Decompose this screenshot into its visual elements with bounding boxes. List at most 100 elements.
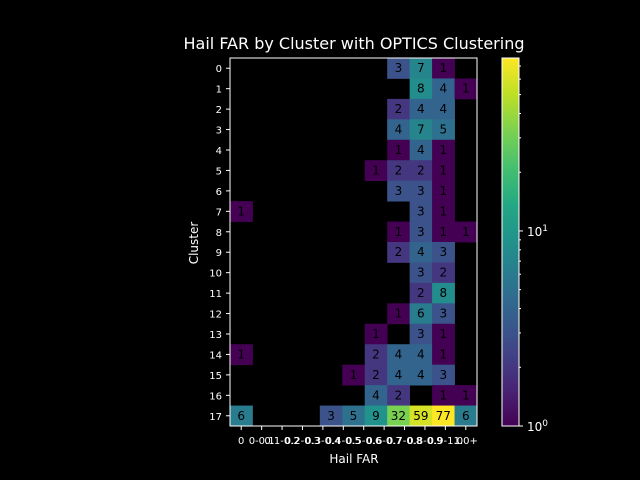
cell-value-label: 4 [417, 368, 425, 382]
heatmap-cell [454, 78, 478, 100]
x-tick-label: 0.5-0.6 [346, 436, 381, 447]
heatmap-cell [432, 262, 455, 284]
heatmap-cell [387, 364, 411, 386]
cell-value-label: 1 [439, 347, 447, 361]
cell-value-label: 4 [417, 143, 425, 157]
heatmap-cell [387, 385, 411, 406]
heatmap-cell [454, 221, 478, 243]
x-axis-title: Hail FAR [329, 452, 378, 466]
cell-value-label: 8 [439, 286, 447, 300]
heatmap-cell [432, 119, 455, 141]
colorbar-tick-label: 101 [527, 224, 548, 239]
cell-value-label: 3 [395, 184, 403, 198]
cell-value-label: 1 [462, 225, 470, 239]
heatmap-cell [432, 344, 455, 366]
heatmap-cell [387, 405, 411, 427]
cell-value-label: 1 [439, 388, 447, 402]
cell-value-label: 4 [395, 368, 403, 382]
heatmap-cell [387, 242, 411, 263]
heatmap-cell [409, 201, 433, 222]
heatmap-cell [342, 405, 366, 427]
y-tick-label: 5 [216, 166, 222, 177]
x-tick-label: 0.2-0.3 [285, 436, 320, 447]
cell-value-label: 4 [417, 102, 425, 116]
cell-value-label: 8 [417, 82, 425, 96]
cell-value-label: 2 [417, 163, 425, 177]
heatmap-cell [432, 364, 455, 386]
cell-value-label: 3 [395, 61, 403, 75]
heatmap-cell [364, 385, 388, 406]
y-tick-label: 12 [209, 310, 222, 321]
x-tick-label: 0.6-0.7 [366, 436, 401, 447]
cell-value-label: 1 [237, 204, 245, 218]
y-axis-title: Cluster [187, 222, 201, 265]
y-tick-label: 9 [216, 248, 222, 259]
heatmap-cell [230, 405, 253, 427]
heatmap-cells [230, 58, 478, 427]
heatmap-cell [364, 160, 388, 182]
heatmap-cell [409, 58, 433, 79]
heatmap-cell [364, 405, 388, 427]
x-tick-label: 0 [238, 436, 244, 447]
y-tick-label: 2 [216, 105, 222, 116]
cell-value-label: 3 [439, 307, 447, 321]
heatmap-cell [230, 344, 253, 366]
heatmap-cell [364, 323, 388, 345]
heatmap-cell [387, 160, 411, 182]
cell-value-label: 3 [417, 266, 425, 280]
cell-value-label: 59 [413, 409, 428, 423]
cell-value-label: 2 [395, 163, 403, 177]
cell-value-label: 2 [439, 266, 447, 280]
heatmap-cell [432, 323, 455, 345]
heatmap-cell [342, 364, 366, 386]
y-tick-label: 13 [209, 330, 222, 341]
cell-value-label: 3 [439, 245, 447, 259]
colorbar-tick-label: 100 [527, 419, 548, 434]
cell-value-label: 4 [395, 123, 403, 137]
y-tick-label: 0 [216, 64, 222, 75]
cell-value-label: 2 [372, 347, 380, 361]
heatmap-cell [409, 303, 433, 325]
cell-value-label: 7 [417, 61, 425, 75]
colorbar [501, 57, 520, 427]
cell-value-label: 1 [350, 368, 358, 382]
cell-value-label: 1 [395, 143, 403, 157]
heatmap-cell [230, 201, 253, 222]
x-tick-label: 0.3-0.4 [305, 436, 340, 447]
cell-value-label: 1 [462, 388, 470, 402]
heatmap-cell [387, 98, 411, 120]
heatmap-cell [432, 385, 455, 406]
cell-value-label: 4 [417, 245, 425, 259]
cell-value-label: 4 [439, 102, 447, 116]
heatmap-cell [432, 160, 455, 182]
heatmap-cell [409, 78, 433, 100]
cell-value-label: 3 [417, 327, 425, 341]
cell-value-label: 1 [439, 327, 447, 341]
heatmap-cell [409, 282, 433, 304]
cell-value-label: 1 [439, 204, 447, 218]
cell-value-label: 1 [439, 163, 447, 177]
cell-value-label: 3 [439, 368, 447, 382]
heatmap-cell [432, 303, 455, 325]
y-tick-label: 11 [209, 289, 222, 300]
cell-value-label: 4 [417, 347, 425, 361]
heatmap-cell [409, 364, 433, 386]
heatmap-cell [409, 323, 433, 345]
heatmap-cell [432, 58, 455, 79]
heatmap-cell [432, 221, 455, 243]
heatmap-cell [432, 180, 455, 202]
heatmap-cell [409, 139, 433, 161]
y-tick-label: 7 [216, 207, 222, 218]
heatmap-cell [409, 344, 433, 366]
heatmap-cell [432, 139, 455, 161]
cell-value-label: 1 [372, 163, 380, 177]
y-tick-label: 8 [216, 228, 222, 239]
heatmap-cell [454, 405, 478, 427]
heatmap-cell [319, 405, 343, 427]
cell-value-label: 1 [462, 82, 470, 96]
heatmap-cell [454, 385, 478, 406]
cell-value-label: 9 [372, 409, 380, 423]
x-tick-label: 0-0.1 [249, 436, 275, 447]
